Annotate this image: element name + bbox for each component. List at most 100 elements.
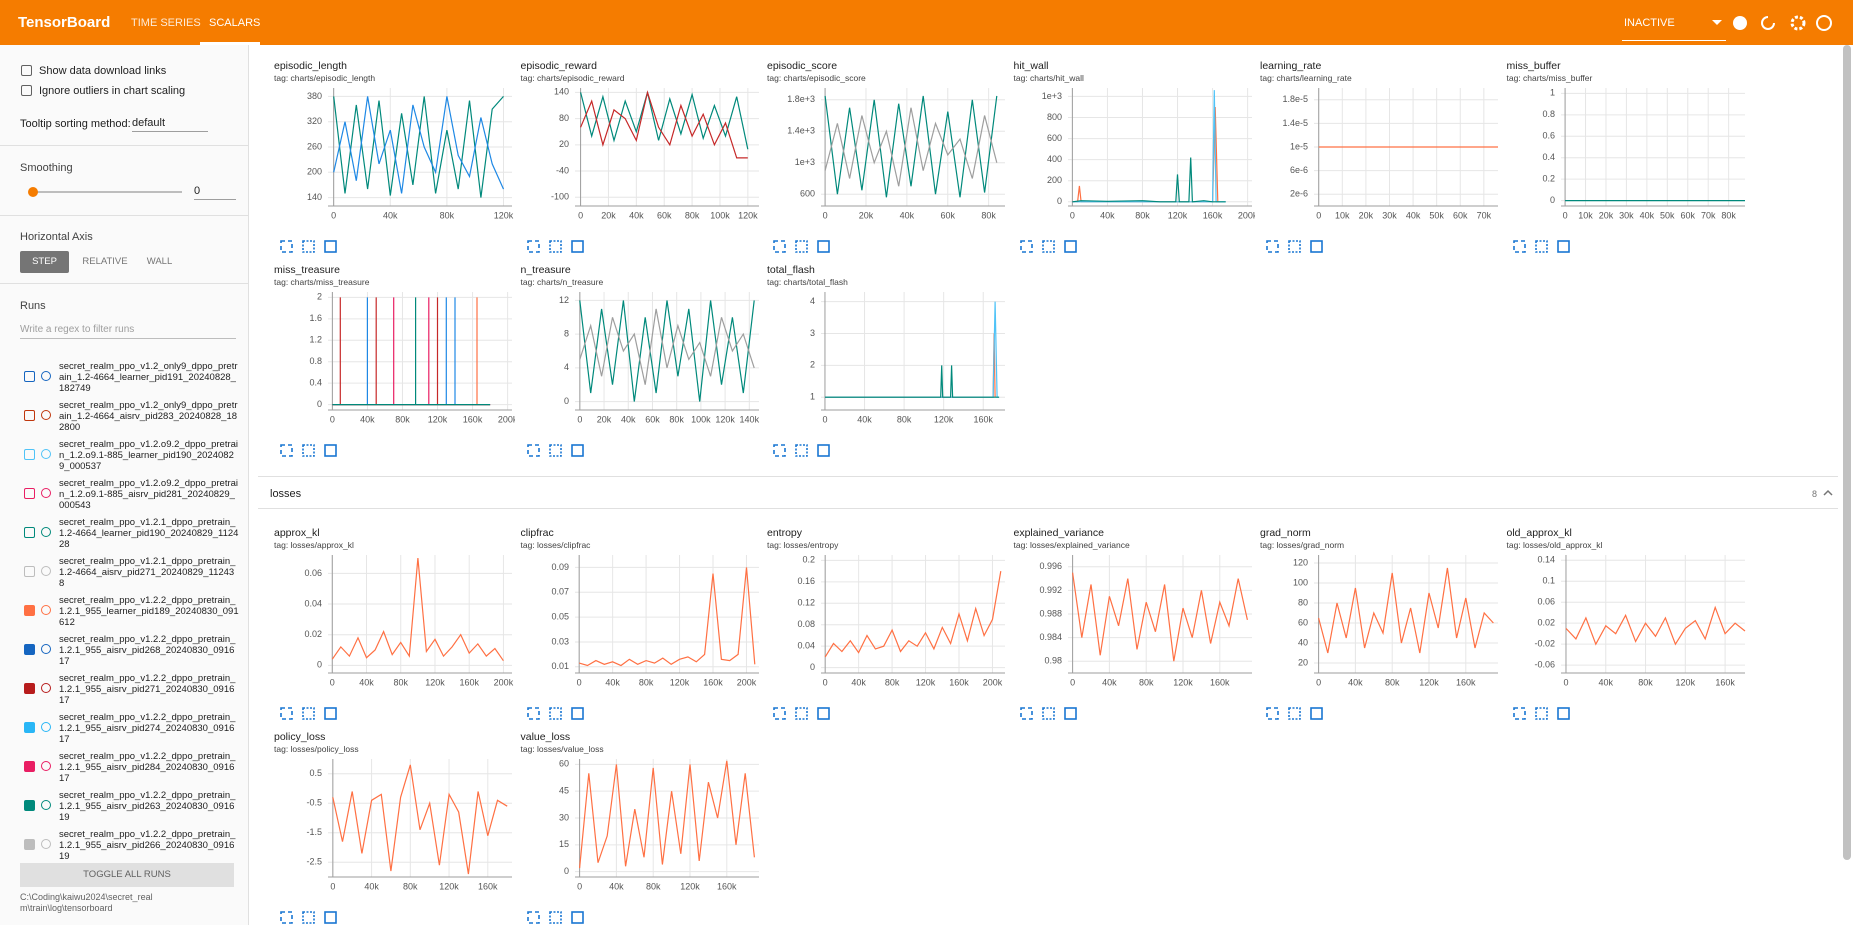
fullscreen-button[interactable]: [1512, 240, 1526, 253]
fit-domain-button[interactable]: [1063, 707, 1077, 720]
x-tick-label: 20k: [859, 210, 874, 220]
fit-domain-button[interactable]: [1556, 240, 1570, 253]
fullscreen-button[interactable]: [1512, 707, 1526, 720]
chart-card: clipfrac tag: losses/clipfrac 0.01 0.03 0.05…: [521, 527, 762, 721]
log-scale-button[interactable]: [1288, 240, 1301, 253]
fullscreen-button[interactable]: [526, 444, 540, 457]
fit-domain-button[interactable]: [1310, 240, 1323, 253]
axis-option[interactable]: WALL: [146, 256, 173, 267]
fullscreen-button[interactable]: [280, 707, 293, 720]
dropdown-arrow[interactable]: [1712, 20, 1722, 25]
log-scale-button[interactable]: [302, 240, 315, 253]
log-scale-button[interactable]: [302, 444, 315, 457]
fit-domain-button[interactable]: [1310, 707, 1323, 720]
fit-domain-button[interactable]: [570, 707, 584, 720]
x-tick-label: 40k: [851, 677, 866, 687]
log-scale-button[interactable]: [795, 444, 808, 457]
chart-tag: tag: losses/value_loss: [520, 744, 604, 754]
run-checkbox[interactable]: [24, 644, 35, 655]
fit-domain-button[interactable]: [817, 707, 830, 720]
run-checkbox[interactable]: [24, 527, 35, 538]
toggle-all-button[interactable]: TOGGLE ALL RUNS: [20, 863, 234, 887]
log-scale-button[interactable]: [1288, 707, 1301, 720]
chart-title: policy_loss: [274, 731, 326, 743]
axis-option[interactable]: RELATIVE: [82, 256, 128, 267]
run-checkbox[interactable]: [24, 566, 35, 577]
log-scale-button[interactable]: [302, 911, 315, 924]
fit-domain-button[interactable]: [570, 444, 584, 457]
log-scale-button[interactable]: [548, 240, 562, 253]
run-checkbox[interactable]: [24, 800, 35, 811]
fit-domain-button[interactable]: [324, 444, 337, 457]
run-checkbox[interactable]: [24, 449, 35, 460]
run-checkbox[interactable]: [24, 839, 35, 850]
log-scale-button[interactable]: [548, 444, 562, 457]
fullscreen-button[interactable]: [526, 911, 540, 924]
chart-tag: tag: losses/entropy: [767, 540, 839, 550]
settings-icon[interactable]: [1790, 15, 1806, 31]
checkbox[interactable]: [21, 65, 32, 76]
reload-icon[interactable]: [1761, 16, 1775, 30]
fit-domain-button[interactable]: [570, 240, 584, 253]
run-checkbox[interactable]: [24, 488, 35, 499]
run-checkbox[interactable]: [24, 683, 35, 694]
fullscreen-button[interactable]: [1266, 240, 1279, 253]
chart-tag: tag: charts/total_flash: [767, 277, 848, 287]
fullscreen-button[interactable]: [526, 240, 540, 253]
axis-option-active[interactable]: STEP: [20, 251, 69, 273]
log-scale-button[interactable]: [1534, 240, 1548, 253]
fit-domain-button[interactable]: [1063, 240, 1077, 253]
log-scale-button[interactable]: [1041, 240, 1055, 253]
chart: 0 0.02 0.04 0.06 0 40k 80k 120k 160k 200k: [304, 555, 514, 687]
y-tick-label: 0.8: [1542, 109, 1555, 119]
tooltip-select[interactable]: default: [132, 117, 208, 132]
fullscreen-button[interactable]: [1019, 240, 1033, 253]
log-scale-button[interactable]: [1041, 707, 1055, 720]
y-tick-label: 0.996: [1039, 561, 1062, 571]
log-scale-button[interactable]: [795, 240, 808, 253]
fullscreen-button[interactable]: [773, 444, 786, 457]
fullscreen-button[interactable]: [280, 240, 293, 253]
chart-title: value_loss: [520, 731, 571, 743]
fit-domain-button[interactable]: [570, 911, 584, 924]
y-tick-label: 0.02: [304, 629, 322, 639]
status-select[interactable]: INACTIVE: [1624, 17, 1675, 29]
run-checkbox[interactable]: [24, 371, 35, 382]
run-checkbox[interactable]: [24, 605, 35, 616]
log-scale-button[interactable]: [795, 707, 808, 720]
fullscreen-button[interactable]: [526, 707, 540, 720]
log-scale-button[interactable]: [548, 911, 562, 924]
fullscreen-button[interactable]: [773, 240, 786, 253]
run-checkbox[interactable]: [24, 410, 35, 421]
fullscreen-button[interactable]: [280, 911, 293, 924]
log-scale-button[interactable]: [1534, 707, 1548, 720]
run-filter[interactable]: Write a regex to filter runs: [20, 324, 236, 339]
fit-domain-button[interactable]: [324, 707, 337, 720]
fit-domain-button[interactable]: [817, 240, 830, 253]
smoothing-input[interactable]: 0: [194, 185, 236, 200]
tab-active[interactable]: SCALARS: [209, 17, 261, 29]
fit-domain-button[interactable]: [817, 444, 830, 457]
run-checkbox[interactable]: [24, 722, 35, 733]
tab[interactable]: TIME SERIES: [131, 17, 201, 29]
theme-icon[interactable]: [1733, 16, 1747, 30]
scrollbar[interactable]: [1843, 45, 1851, 860]
fullscreen-button[interactable]: [1019, 707, 1033, 720]
y-tick-label: 30: [558, 812, 568, 822]
collapse-icon[interactable]: [1822, 487, 1834, 499]
fit-domain-button[interactable]: [324, 911, 337, 924]
fullscreen-button[interactable]: [280, 444, 293, 457]
fit-domain-button[interactable]: [324, 240, 337, 253]
series-line: [332, 297, 491, 406]
log-scale-button[interactable]: [548, 707, 562, 720]
fit-domain-button[interactable]: [1556, 707, 1570, 720]
slider-thumb[interactable]: [28, 187, 38, 197]
help-icon[interactable]: [1816, 15, 1832, 31]
fullscreen-button[interactable]: [1266, 707, 1279, 720]
log-scale-button[interactable]: [302, 707, 315, 720]
checkbox[interactable]: [21, 85, 32, 96]
smoothing-label: Smoothing: [20, 162, 73, 174]
x-tick-label: 200k: [736, 677, 756, 687]
fullscreen-button[interactable]: [773, 707, 786, 720]
run-checkbox[interactable]: [24, 761, 35, 772]
